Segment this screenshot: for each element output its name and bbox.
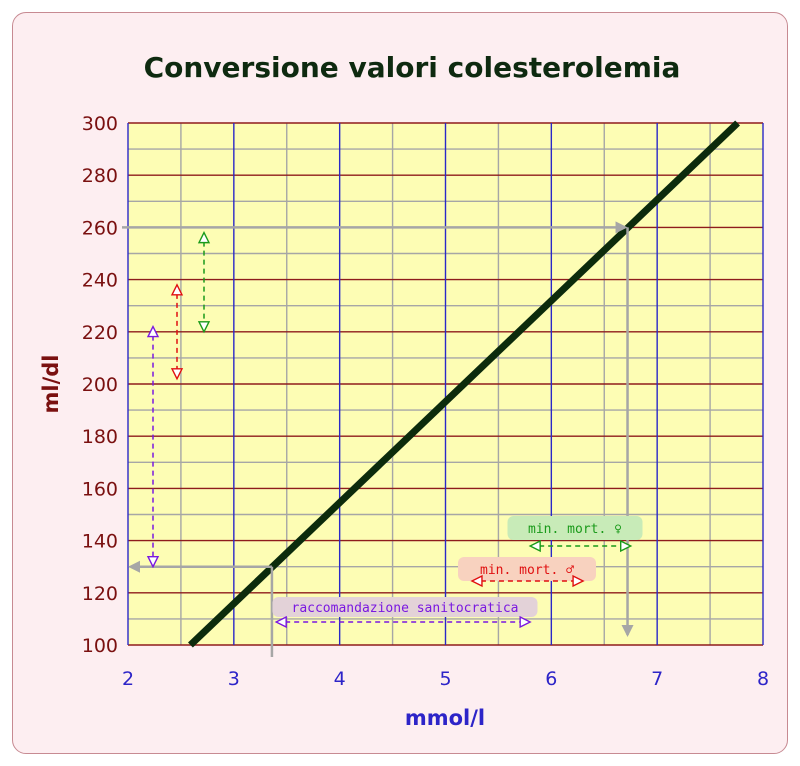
x-tick-label: 6	[545, 668, 557, 690]
y-tick-label: 100	[82, 635, 118, 657]
x-tick-label: 3	[228, 668, 240, 690]
arrowhead	[519, 615, 532, 629]
annotation-label-box	[458, 557, 596, 581]
conversion-pointers	[122, 221, 634, 657]
y-tick-label: 180	[82, 426, 118, 448]
x-tick-label: 7	[651, 668, 663, 690]
y-tick-label: 300	[82, 113, 118, 135]
arrowhead	[470, 574, 483, 588]
annotation-label-box	[272, 597, 538, 617]
y-tick-label: 200	[82, 374, 118, 396]
annotation-label-box	[507, 516, 643, 540]
chart-title: Conversione valori colesterolemia	[144, 51, 681, 84]
annotation-label: raccomandazione sanitocratica	[292, 601, 519, 616]
arrowhead	[572, 574, 585, 588]
arrowhead	[620, 539, 633, 553]
y-tick-label: 240	[82, 270, 118, 292]
x-tick-label: 4	[334, 668, 346, 690]
conversion-line	[188, 120, 741, 648]
annotation-label: min. mort. ♀	[528, 522, 622, 537]
y-tick-label: 260	[82, 217, 118, 239]
y-tick-label: 220	[82, 322, 118, 344]
arrowhead	[128, 560, 140, 573]
y-tick-label: 160	[82, 478, 118, 500]
x-axis-ticks: 2 3 4 5 6 7 8	[122, 668, 769, 690]
x-tick-label: 8	[757, 668, 769, 690]
y-tick-label: 120	[82, 583, 118, 605]
y-axis-ticks: 100 120 140 160 180 200 220 240 260 280 300	[82, 113, 118, 657]
arrowhead	[274, 615, 287, 629]
arrowhead	[170, 368, 184, 381]
arrowhead	[621, 625, 634, 637]
arrowhead	[197, 321, 211, 334]
y-tick-label: 140	[82, 531, 118, 553]
arrowhead	[146, 325, 160, 338]
arrowhead	[615, 221, 628, 234]
annotations: min. mort. ♀ min. mort. ♂ raccomandazione …	[146, 231, 643, 629]
arrowhead	[528, 539, 541, 553]
y-axis-label: ml/dl	[39, 355, 63, 414]
y-tick-label: 280	[82, 165, 118, 187]
arrowhead	[197, 231, 211, 244]
arrowhead	[170, 283, 184, 296]
x-tick-label: 2	[122, 668, 134, 690]
annotation-label: min. mort. ♂	[480, 563, 574, 578]
x-tick-label: 5	[439, 668, 451, 690]
arrowhead	[146, 556, 160, 569]
series-layer	[188, 120, 741, 648]
x-axis-label: mmol/l	[405, 706, 485, 730]
